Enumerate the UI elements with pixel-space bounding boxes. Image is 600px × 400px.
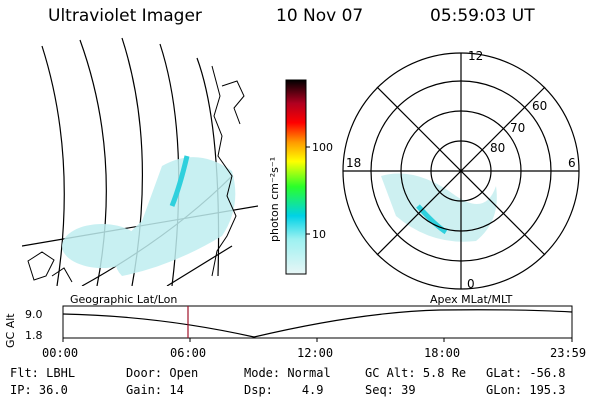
mlt-spoke <box>376 86 546 256</box>
mlt-label: 18 <box>346 156 361 170</box>
glon-label: GLon: <box>486 383 523 397</box>
instrument-title: Ultraviolet Imager <box>48 6 202 26</box>
orbit-axis-label: GC Alt <box>4 313 17 348</box>
status-seq: Seq: 39 <box>365 383 416 397</box>
ip-value: 36.0 <box>38 383 68 397</box>
longitude-line <box>41 45 65 286</box>
mode-value: Normal <box>287 366 331 380</box>
orbit-y-tick: 1.8 <box>25 329 43 342</box>
glat-value: -56.8 <box>529 366 566 380</box>
dsp-value: 4.9 <box>301 383 324 397</box>
ip-label: IP: <box>10 383 32 397</box>
gcalt-value: 5.8 Re <box>422 366 467 380</box>
dsp-label: Dsp: <box>244 383 273 397</box>
gcalt-label: GC Alt: <box>365 366 416 380</box>
colorbar-scale <box>285 79 307 275</box>
orbit-title-right: Apex MLat/MLT <box>430 293 513 306</box>
status-gain: Gain: 14 <box>126 383 184 397</box>
gain-value: 14 <box>169 383 184 397</box>
aurora-arc <box>169 155 190 207</box>
orbit-plot-frame <box>62 305 573 339</box>
door-label: Door: <box>126 366 163 380</box>
x-tick-label: 00:00 <box>42 346 78 360</box>
lat-label: 80 <box>490 141 505 155</box>
mlt-label: 12 <box>468 49 483 63</box>
glat-label: GLat: <box>486 366 523 380</box>
x-tick-label: 06:00 <box>170 346 206 360</box>
coastline <box>27 65 245 283</box>
status-gcalt: GC Alt: 5.8 Re <box>365 366 466 380</box>
polar-mlt-plot: 12 18 6 0 60 70 80 <box>342 49 580 291</box>
colorbar-tick-label: 10 <box>312 228 326 241</box>
gain-label: Gain: <box>126 383 163 397</box>
altitude-curve <box>62 309 573 338</box>
longitude-line <box>196 57 220 277</box>
polar-aurora-arc <box>416 204 448 235</box>
mlt-label: 0 <box>467 277 475 291</box>
status-door: Door: Open <box>126 366 198 380</box>
status-dsp: Dsp: 4.9 <box>244 383 324 397</box>
seq-label: Seq: <box>365 383 394 397</box>
polar-aurora-glow <box>381 173 497 242</box>
status-mode: Mode: Normal <box>244 366 331 380</box>
seq-value: 39 <box>401 383 416 397</box>
time-label: 05:59:03 UT <box>430 6 535 26</box>
intensity-colorbar: 100 10 photon cm⁻²s⁻¹ <box>268 79 333 275</box>
filter-value: LBHL <box>46 366 76 380</box>
orbit-title-left: Geographic Lat/Lon <box>70 293 177 306</box>
lat-label: 60 <box>532 99 547 113</box>
status-glon: GLon: 195.3 <box>486 383 565 397</box>
aurora-glow <box>62 157 236 276</box>
x-tick-label: 23:59 <box>550 346 586 360</box>
latitude-line <box>166 245 233 286</box>
status-ip: IP: 36.0 <box>10 383 68 397</box>
status-glat: GLat: -56.8 <box>486 366 565 380</box>
mlt-label: 6 <box>568 156 576 170</box>
orbit-y-tick: 9.0 <box>25 308 43 321</box>
x-tick-label: 12:00 <box>297 346 333 360</box>
colorbar-unit-label: photon cm⁻²s⁻¹ <box>268 157 281 242</box>
orbit-altitude-plot: Geographic Lat/Lon Apex MLat/MLT GC Alt … <box>4 293 586 360</box>
x-tick-label: 18:00 <box>424 346 460 360</box>
filter-label: Flt: <box>10 366 39 380</box>
colorbar-tick-label: 100 <box>312 141 333 154</box>
geographic-map <box>22 37 258 286</box>
lat-label: 70 <box>510 121 525 135</box>
status-filter: Flt: LBHL <box>10 366 75 380</box>
door-value: Open <box>169 366 199 380</box>
date-label: 10 Nov 07 <box>276 6 364 26</box>
glon-value: 195.3 <box>529 383 566 397</box>
mode-label: Mode: <box>244 366 281 380</box>
